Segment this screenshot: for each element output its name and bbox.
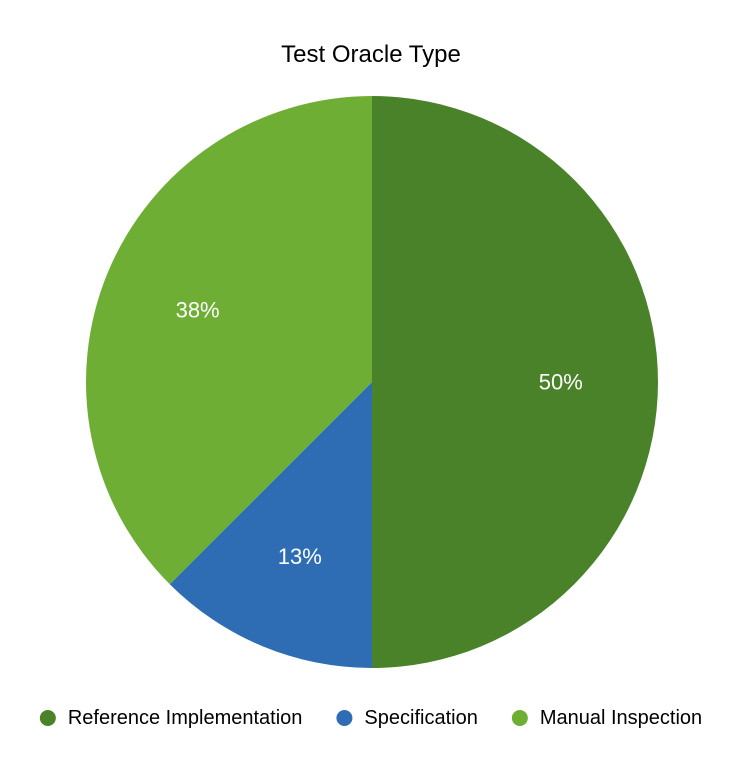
pie-slices (85, 96, 658, 668)
legend-marker (511, 710, 528, 726)
pie-slice-reference-implementation (372, 96, 658, 668)
legend-item-reference-implementation: Reference Implementation (39, 707, 303, 729)
legend-marker (336, 710, 353, 726)
legend-item-manual-inspection: Manual Inspection (511, 707, 702, 729)
slice-label-manual-inspection: 38% (176, 297, 220, 322)
legend-label: Specification (364, 707, 477, 729)
legend-item-specification: Specification (336, 707, 478, 729)
slice-label-reference-implementation: 50% (539, 370, 583, 395)
legend: Reference Implementation Specification Man… (39, 707, 702, 729)
slice-labels: 50% 13% 38% (176, 297, 583, 569)
legend-marker (39, 710, 56, 726)
legend-label: Reference Implementation (68, 707, 303, 729)
pie-slice-specification (169, 382, 372, 668)
legend-label: Manual Inspection (540, 707, 702, 729)
chart-title: Test Oracle Type (281, 41, 461, 68)
slice-label-specification: 13% (278, 544, 322, 569)
pie-slice-manual-inspection (85, 96, 372, 585)
